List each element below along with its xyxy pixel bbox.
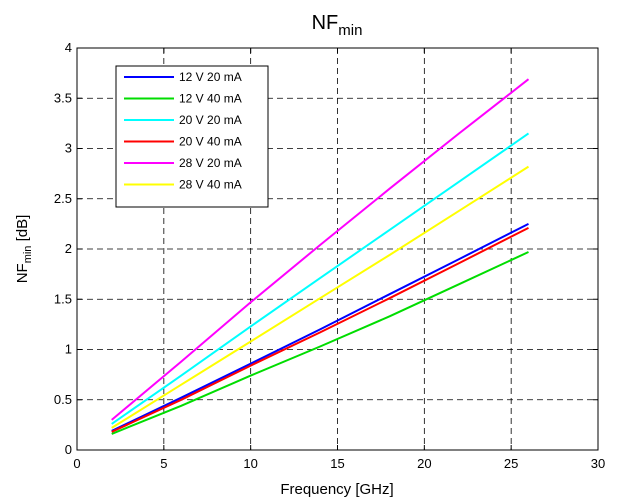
y-tick-label: 0 (65, 442, 72, 457)
x-tick-label: 15 (330, 456, 344, 471)
y-axis-label: NFmin [dB] (14, 215, 34, 284)
legend-label: 12 V 40 mA (179, 92, 242, 106)
x-tick-label: 25 (504, 456, 518, 471)
legend: 12 V 20 mA 12 V 40 mA 20 V 20 mA 20 V 40 mA… (115, 65, 269, 208)
y-tick-label: 1 (65, 342, 72, 357)
series-group (111, 78, 530, 435)
series-line (111, 78, 530, 421)
series-line (111, 223, 529, 432)
y-tick-label: 1.5 (54, 291, 72, 306)
x-tick-label: 0 (73, 456, 80, 471)
y-tick-label: 0.5 (54, 392, 72, 407)
y-tick-label: 4 (65, 40, 72, 55)
x-axis-label: Frequency [GHz] (280, 481, 393, 498)
y-axis-label-main: NF (14, 263, 31, 283)
series-line (111, 227, 529, 433)
y-axis-label-suffix: [dB] (14, 215, 31, 246)
y-tick-label: 3.5 (54, 90, 72, 105)
chart-title-main: NF (312, 12, 339, 34)
y-tick-label: 3 (65, 141, 72, 156)
x-tick-label: 30 (591, 456, 605, 471)
chart-title-sub: min (338, 22, 362, 39)
ticks: 0 5 10 15 20 25 30 0 0.5 1 1.5 2 2.5 3 3.5 4 (54, 40, 605, 471)
legend-label: 28 V 40 mA (179, 178, 242, 192)
x-tick-label: 20 (417, 456, 431, 471)
y-tick-label: 2.5 (54, 191, 72, 206)
y-tick-label: 2 (65, 241, 72, 256)
grid (77, 48, 598, 450)
legend-label: 20 V 20 mA (179, 113, 242, 127)
x-tick-label: 5 (160, 456, 167, 471)
legend-label: 28 V 20 mA (179, 156, 242, 170)
chart-title: NFmin (312, 12, 363, 39)
legend-label: 20 V 40 mA (179, 135, 242, 149)
series-line (111, 165, 530, 429)
series-line (111, 132, 530, 425)
series-line (111, 251, 529, 435)
x-tick-label: 10 (243, 456, 257, 471)
legend-label: 12 V 20 mA (179, 70, 242, 84)
y-axis-label-sub: min (22, 246, 34, 264)
